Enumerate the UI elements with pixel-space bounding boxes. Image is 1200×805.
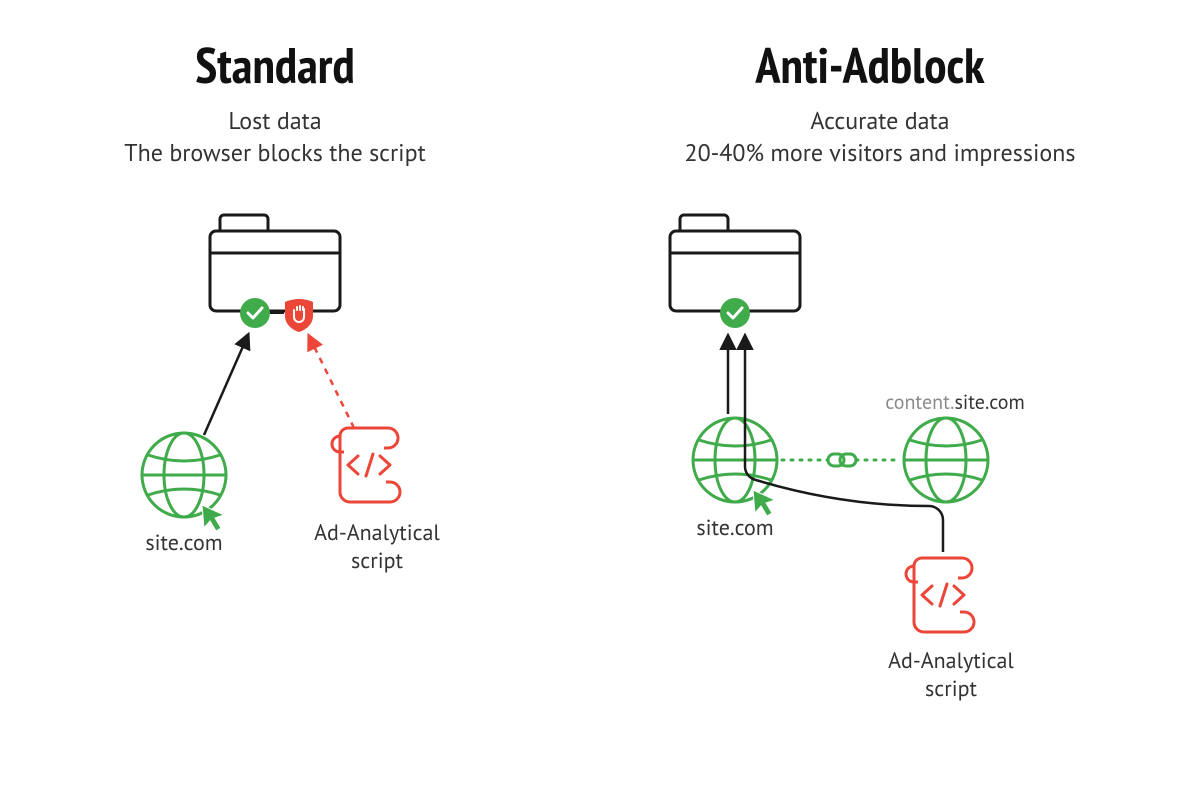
block-badge-icon xyxy=(285,299,313,332)
infographic-canvas: Standard Anti-Adblock Lost data The brow… xyxy=(0,0,1200,805)
globe-icon xyxy=(142,433,226,531)
script-icon xyxy=(332,428,400,502)
script-icon xyxy=(906,558,974,632)
globe-icon xyxy=(693,418,777,516)
check-badge-icon xyxy=(240,298,270,328)
proxy-globe-icon xyxy=(904,418,988,502)
browser-icon xyxy=(670,215,800,311)
browser-icon xyxy=(210,215,340,311)
check-badge-icon xyxy=(720,298,750,328)
arrow-site-to-browser xyxy=(204,335,248,435)
arrow-script-blocked xyxy=(309,336,354,428)
left-panel xyxy=(142,215,400,531)
right-panel xyxy=(670,215,988,632)
chain-link-icon xyxy=(828,454,856,466)
diagram-svg xyxy=(0,0,1200,805)
